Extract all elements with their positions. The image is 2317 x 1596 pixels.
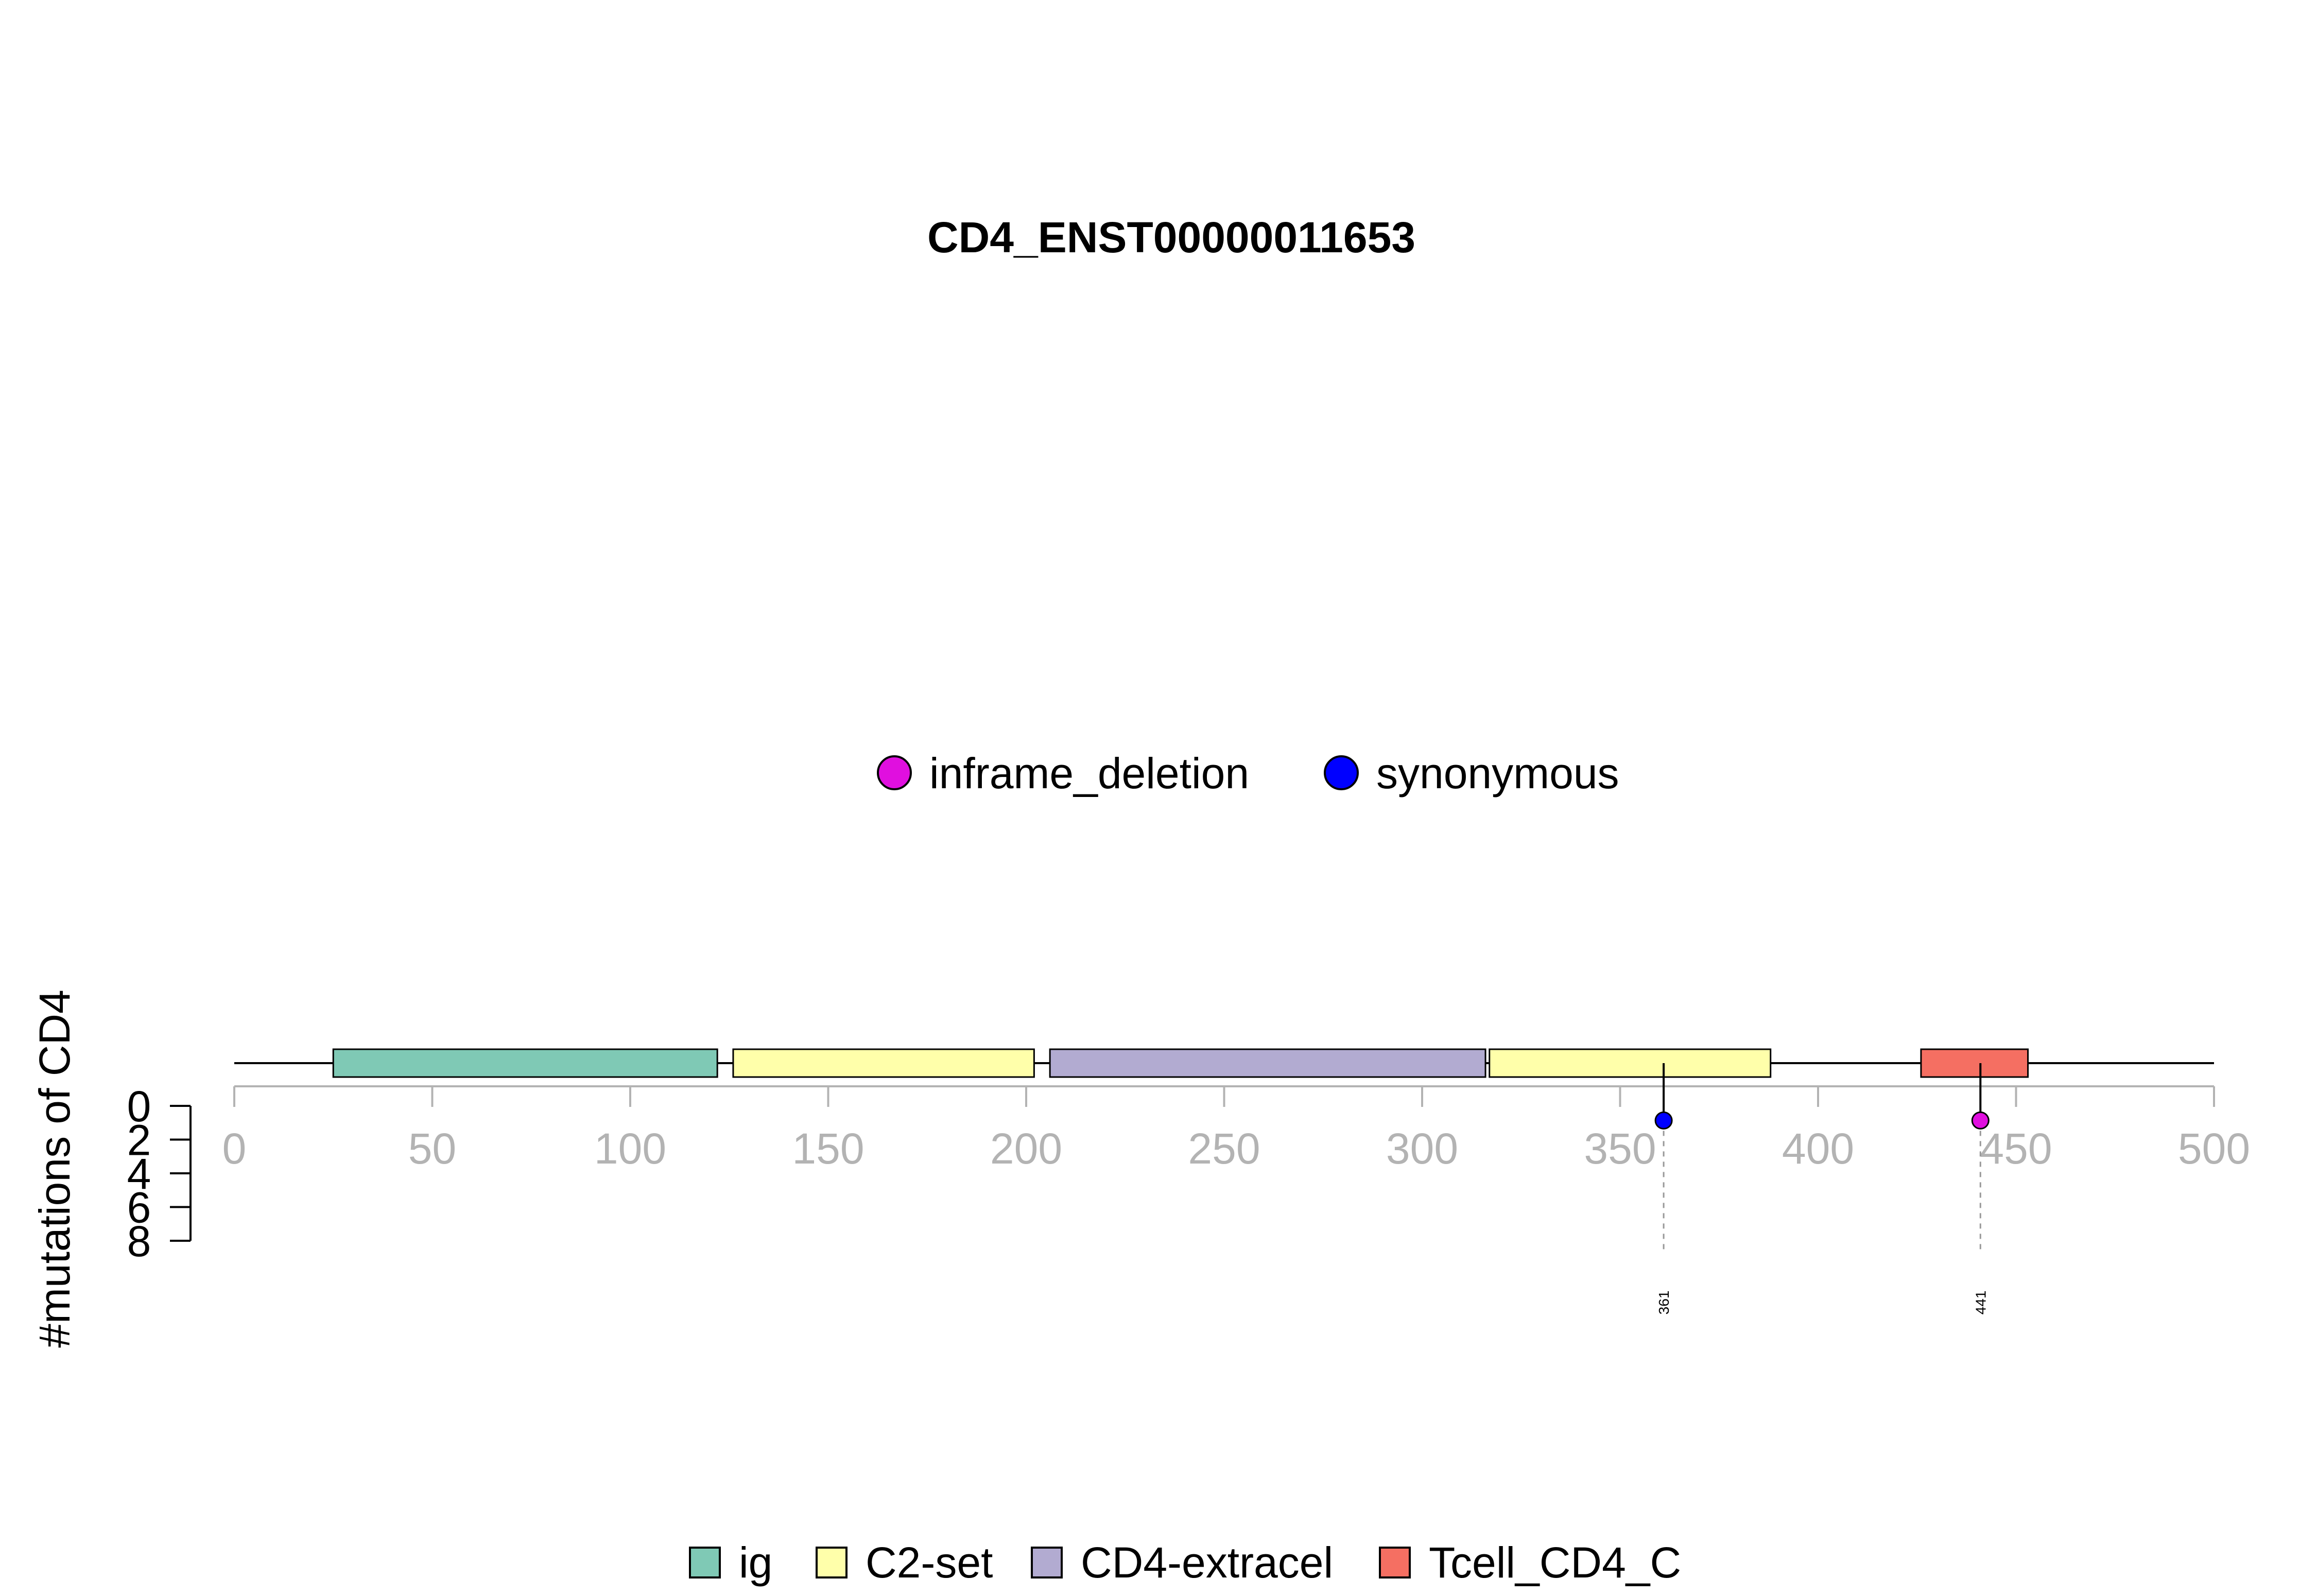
legend-swatch <box>689 1547 721 1578</box>
x-tick-label: 100 <box>594 1124 666 1173</box>
x-tick-label: 400 <box>1782 1124 1854 1173</box>
mutation-lollipops: 361 441 <box>1654 1063 1990 1315</box>
legend-swatch <box>1324 755 1359 790</box>
x-axis: 0 50 100 150 200 250 300 350 400 450 500 <box>222 1085 2250 1173</box>
y-tick-label: 8 <box>127 1217 151 1265</box>
mutation-type-legend: inframe_deletion synonymous <box>877 749 1619 797</box>
x-tick-label: 50 <box>408 1124 456 1173</box>
x-tick-label: 350 <box>1584 1124 1656 1173</box>
legend-label: inframe_deletion <box>929 749 1249 797</box>
x-tick-label: 200 <box>990 1124 1062 1173</box>
y-tick-label: 0 <box>127 1082 151 1131</box>
x-tick-label: 300 <box>1386 1124 1458 1173</box>
domain-legend: ig C2-set CD4-extracel Tcell_CD4_C <box>689 1538 1681 1587</box>
x-tick-label: 0 <box>222 1124 247 1173</box>
legend-label: synonymous <box>1376 749 1619 797</box>
domain-tcell-cd4-c <box>1920 1048 2029 1078</box>
legend-swatch <box>1379 1547 1411 1578</box>
domain-ig <box>332 1048 718 1078</box>
mutation-position-label: 361 <box>1656 1291 1672 1315</box>
domain-c2-set <box>732 1048 1035 1078</box>
domain-c2-set <box>1489 1048 1772 1078</box>
legend-label: Tcell_CD4_C <box>1429 1538 1681 1587</box>
y-axis-label: #mutations of CD4 <box>30 990 79 1348</box>
domain-cd4-extracel <box>1049 1048 1486 1078</box>
mutation-point <box>1654 1111 1673 1130</box>
y-tick-label: 2 <box>127 1116 151 1165</box>
legend-swatch <box>1031 1547 1063 1578</box>
x-tick-label: 450 <box>1980 1124 2052 1173</box>
legend-label: C2-set <box>866 1538 993 1587</box>
legend-swatch <box>816 1547 848 1578</box>
domain-track <box>332 1048 2029 1078</box>
x-tick-label: 500 <box>2178 1124 2250 1173</box>
legend-label: ig <box>739 1538 772 1587</box>
y-tick-label: 6 <box>127 1184 151 1232</box>
legend-swatch <box>877 755 912 790</box>
y-tick-label: 4 <box>127 1150 151 1198</box>
mutation-point <box>1971 1111 1990 1130</box>
mutation-position-label: 441 <box>1973 1291 1989 1315</box>
chart-title: CD4_ENST00000011653 <box>927 213 1415 262</box>
x-tick-label: 150 <box>792 1124 864 1173</box>
x-tick-label: 250 <box>1188 1124 1260 1173</box>
legend-label: CD4-extracel <box>1081 1538 1333 1587</box>
